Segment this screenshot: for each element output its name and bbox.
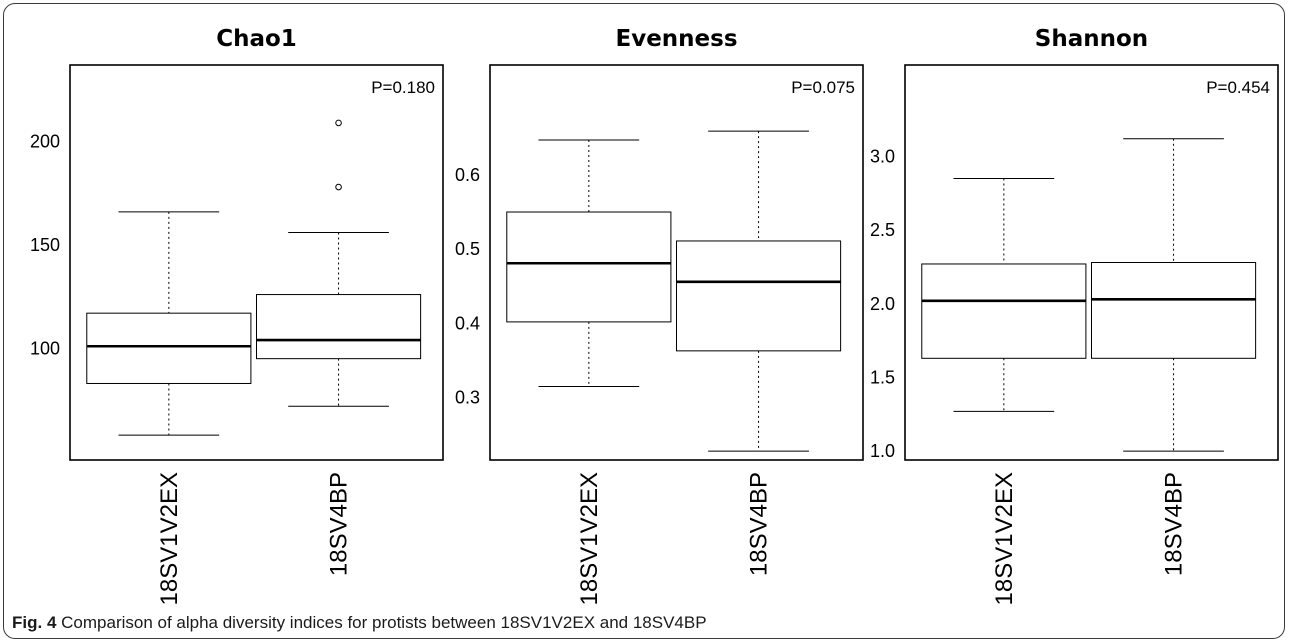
y-tick-label: 1.0 (870, 441, 895, 461)
y-tick-label: 100 (30, 338, 60, 358)
panel-evenness: Evenness P=0.075 0.3 0.4 0.5 0.6 18SV1V2EX 18SV… (455, 26, 864, 605)
iqr-box (676, 240, 842, 352)
caption-label: Fig. 4 (12, 613, 57, 632)
box-second (256, 119, 422, 407)
y-tick-label: 3.0 (870, 146, 895, 166)
y-tick-label: 1.5 (870, 367, 895, 387)
y-tick-label: 150 (30, 235, 60, 255)
iqr-box (506, 211, 672, 323)
figure-frame (3, 3, 1285, 639)
box-first (86, 211, 252, 436)
x-category-label: 18SV4BP (326, 472, 353, 576)
x-category-label: 18SV4BP (746, 472, 773, 576)
x-category-label: 18SV1V2EX (576, 472, 603, 605)
iqr-box (86, 312, 252, 384)
caption-text: Comparison of alpha diversity indices fo… (61, 613, 707, 632)
y-tick-label: 2.0 (870, 294, 895, 314)
y-tick-label: 0.6 (455, 165, 480, 185)
box-second (1091, 138, 1257, 452)
p-value-label: P=0.454 (1206, 78, 1270, 97)
y-tick-label: 0.3 (455, 388, 480, 408)
y-tick-label: 0.5 (455, 239, 480, 259)
iqr-box (1091, 262, 1257, 359)
x-category-label: 18SV4BP (1161, 472, 1188, 576)
x-category-label: 18SV1V2EX (991, 472, 1018, 605)
box-first (506, 139, 672, 387)
y-tick-label: 0.4 (455, 313, 480, 333)
box-first (921, 177, 1087, 412)
plot-frame (489, 64, 864, 461)
outlier-point (335, 119, 342, 127)
iqr-box (921, 263, 1087, 359)
plot-frame (904, 64, 1279, 461)
outlier-point (335, 183, 342, 191)
iqr-box (256, 294, 422, 360)
panel-title: Evenness (615, 26, 737, 52)
panel-chao1: Chao1 P=0.180 100 150 200 18SV1V2EX 18SV4BP (30, 26, 444, 605)
y-tick-label: 200 (30, 132, 60, 152)
panel-shannon: Shannon P=0.454 1.0 1.5 2.0 2.5 3.0 18SV1V2EX 18… (870, 26, 1279, 605)
p-value-label: P=0.180 (371, 78, 435, 97)
plot-frame (69, 64, 444, 461)
x-category-label: 18SV1V2EX (156, 472, 183, 605)
y-tick-label: 2.5 (870, 220, 895, 240)
panel-title: Shannon (1035, 26, 1148, 52)
p-value-label: P=0.075 (791, 78, 855, 97)
figure-caption: Fig. 4 Comparison of alpha diversity ind… (12, 613, 707, 633)
box-second (676, 130, 842, 452)
panel-title: Chao1 (216, 26, 297, 52)
